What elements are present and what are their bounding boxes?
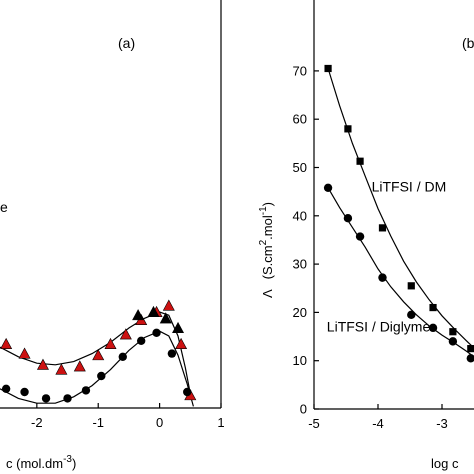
panel-b-point [429, 303, 437, 312]
panel-b-y-tick-label: 40 [293, 208, 307, 223]
panel-a-point [81, 386, 91, 395]
panel-a-point [147, 305, 160, 317]
panel-a-point [159, 312, 172, 324]
panel-a-point [63, 394, 72, 403]
panel-b-y-tick-label: 20 [293, 305, 307, 320]
panel-b-series-annotation: LiTFSI / Diglyme [327, 319, 431, 335]
panel-a-point [0, 337, 13, 349]
panel-b-point [323, 183, 333, 192]
panel-a-point [1, 384, 11, 393]
panel-a-label: (a) [118, 35, 135, 51]
panel-a-point [18, 347, 31, 359]
panel-a-point [118, 352, 127, 361]
panel-a-point [73, 360, 86, 372]
panel-b-y-tick-label: 10 [293, 353, 307, 368]
panel-b-y-tick-label: 60 [293, 112, 307, 127]
panel-a-point [175, 337, 188, 349]
panel-a-point [97, 371, 106, 381]
panel-b-point [344, 125, 352, 133]
panel-a-x-tick-label: 0 [156, 415, 163, 430]
panel-a-x-tick-label: -2 [31, 415, 43, 430]
panel-a-point [183, 387, 192, 397]
panel-a-point [104, 337, 117, 349]
panel-b-point [356, 157, 364, 165]
panel-a-point [36, 358, 49, 370]
panel-b-fit-curve [327, 68, 474, 349]
panel-a-point [119, 328, 132, 340]
panel-a-point [152, 328, 161, 337]
panel-a-point [172, 321, 185, 333]
panel-b-x-axis-label: log c [431, 456, 459, 471]
panel-a-point [136, 336, 146, 345]
panel-b-point [449, 328, 457, 336]
panel-a-point [92, 349, 105, 361]
panel-b-y-tick-label: 70 [293, 63, 307, 78]
panel-b-point [343, 214, 353, 223]
panel-b-point [448, 337, 458, 346]
panel-b-point [428, 323, 438, 333]
panel-a-x-tick-label: -1 [92, 415, 104, 430]
panel-b-label: (b [462, 35, 474, 51]
panel-a-point [132, 309, 145, 321]
panel-b-y-tick-label: 30 [293, 257, 307, 272]
panel-b-point [467, 345, 474, 353]
panel-a-x-axis-label: c (mol.dm-3) [6, 454, 76, 471]
panel-b-y-tick-label: 50 [293, 160, 307, 175]
panel-b-chart: (b -5 -4 -3 0 10 20 30 40 50 60 70 LiTFSI / DM LiTF… [258, 0, 474, 471]
panel-b-point [378, 273, 387, 282]
panel-a-point [55, 363, 68, 375]
panel-a-point [167, 349, 177, 358]
panel-b-series-annotation: LiTFSI / DM [372, 179, 447, 195]
panel-b-x-tick-label: -4 [372, 416, 384, 431]
panel-b-y-axis-label: Λ(S.cm2.mol-1) [258, 202, 275, 298]
panel-a-chart: (a) e -2 -1 0 1 c (mol.dm-3) [0, 0, 225, 471]
panel-a-point [41, 394, 51, 403]
panel-b-point [407, 310, 416, 320]
panel-b-point [355, 232, 365, 241]
panel-a-fit-curve [0, 330, 194, 407]
panel-b-point [466, 354, 474, 363]
panel-b-x-tick-label: -5 [308, 416, 320, 431]
panel-a-point [162, 299, 175, 311]
panel-b-y-tick-label: 0 [300, 402, 307, 417]
panel-a-point [20, 387, 29, 397]
panel-b-point [407, 282, 415, 290]
panel-b-point [378, 224, 387, 232]
panel-a-annotation: e [0, 199, 8, 215]
panel-b-point [324, 64, 332, 73]
panel-b-x-tick-label: -3 [436, 416, 448, 431]
panel-a-x-tick-label: 1 [217, 415, 224, 430]
